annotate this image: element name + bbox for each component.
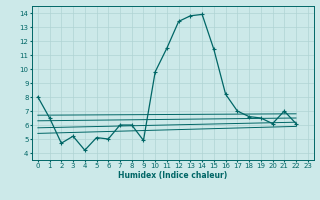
X-axis label: Humidex (Indice chaleur): Humidex (Indice chaleur) <box>118 171 228 180</box>
